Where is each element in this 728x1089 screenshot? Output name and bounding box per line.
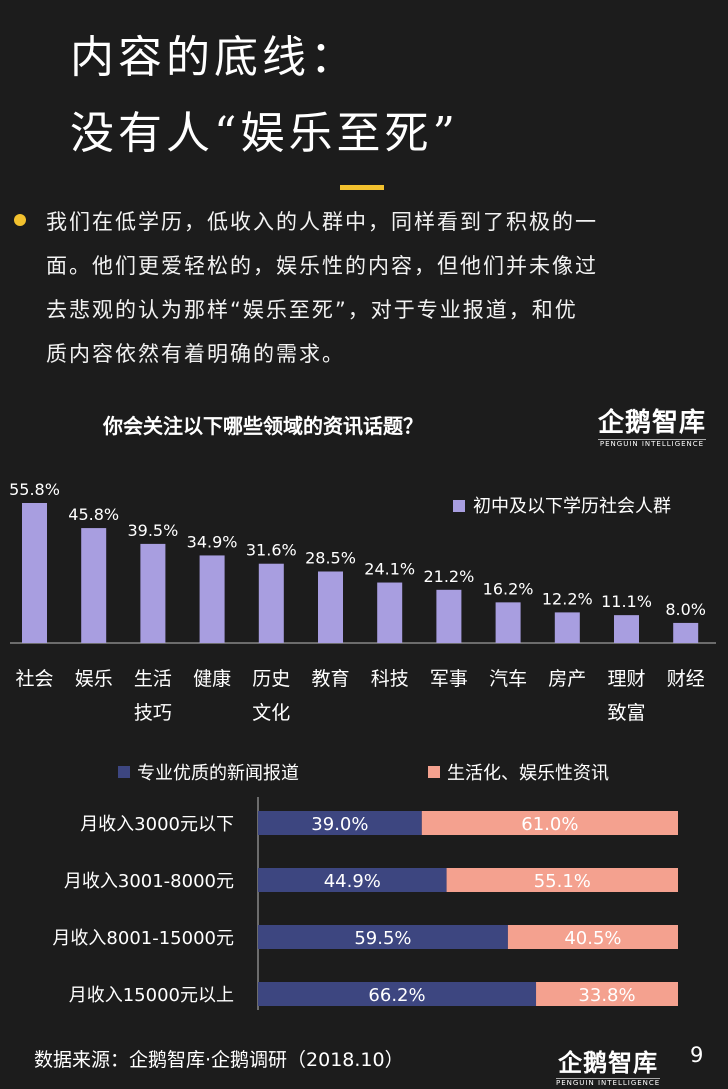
- bar-segment: [258, 925, 508, 949]
- bar-segment: [536, 982, 678, 1006]
- category-label: 财经: [667, 668, 705, 690]
- bar-segment: [507, 925, 678, 949]
- data-source: 数据来源：企鹅智库·企鹅调研（2018.10）: [34, 1049, 404, 1071]
- bar-value-label: 8.0%: [665, 600, 706, 619]
- body-line: 质内容依然有着明确的需求。: [46, 342, 345, 366]
- category-label: 科技: [371, 668, 409, 690]
- category-label: 教育: [311, 668, 349, 690]
- legend-swatch: [428, 766, 440, 778]
- bar: [81, 528, 107, 643]
- legend-label: 生活化、娱乐性资讯: [447, 763, 609, 784]
- body-line: 去悲观的认为那样“娱乐至死”，对于专业报道，和优: [46, 298, 578, 322]
- bar-value-label: 34.9%: [187, 532, 238, 551]
- chart-title: 你会关注以下哪些领域的资讯话题？: [103, 414, 423, 438]
- bar-value-label: 39.0%: [311, 814, 368, 835]
- body-paragraph: 我们在低学历，低收入的人群中，同样看到了积极的一 面。他们更爱轻松的，娱乐性的内…: [46, 200, 716, 376]
- title-underline: [340, 185, 384, 190]
- bar: [673, 622, 699, 643]
- category-label: 军事: [430, 668, 468, 690]
- bar: [436, 589, 462, 643]
- category-label: 致富: [607, 702, 645, 724]
- page-number: 9: [690, 1043, 704, 1067]
- logo-name: 企鹅智库: [598, 408, 707, 438]
- bar: [377, 582, 403, 643]
- bar-value-label: 44.9%: [324, 871, 381, 892]
- category-label: 月收入15000元以上: [69, 985, 234, 1006]
- body-line: 面。他们更爱轻松的，娱乐性的内容，但他们并未像过: [46, 254, 598, 278]
- bar-segment: [258, 868, 447, 892]
- bullet-dot-icon: [14, 214, 26, 226]
- bar-value-label: 55.1%: [534, 871, 591, 892]
- category-label: 月收入3000元以下: [80, 814, 234, 835]
- legend-swatch: [453, 500, 465, 512]
- category-label: 历史: [252, 668, 290, 690]
- bar-value-label: 11.1%: [601, 592, 652, 611]
- category-label: 理财: [607, 668, 645, 690]
- category-label: 健康: [193, 668, 231, 690]
- logo-subtitle: PENGUIN INTELLIGENCE: [598, 439, 707, 448]
- bar-segment: [421, 811, 678, 835]
- category-label: 文化: [252, 702, 290, 724]
- bar-value-label: 66.2%: [368, 985, 425, 1006]
- logo-subtitle: PENGUIN INTELLIGENCE: [556, 1078, 661, 1087]
- bar: [199, 555, 225, 643]
- bar: [258, 563, 284, 643]
- logo-name: 企鹅智库: [558, 1049, 659, 1077]
- category-label: 月收入3001-8000元: [64, 871, 234, 892]
- bar-value-label: 16.2%: [483, 579, 534, 598]
- penguin-intelligence-logo-footer: 企鹅智库 PENGUIN INTELLIGENCE: [556, 1043, 661, 1087]
- bar-value-label: 39.5%: [127, 521, 178, 540]
- category-label: 房产: [548, 668, 586, 690]
- bar-value-label: 55.8%: [9, 480, 60, 499]
- bar-value-label: 40.5%: [564, 928, 621, 949]
- category-label: 娱乐: [75, 668, 113, 690]
- bar-value-label: 12.2%: [542, 589, 593, 608]
- bar-value-label: 31.6%: [246, 541, 297, 560]
- bar-value-label: 61.0%: [521, 814, 578, 835]
- bar-value-label: 59.5%: [354, 928, 411, 949]
- bar-segment: [258, 982, 537, 1006]
- bar: [318, 571, 343, 643]
- bar-value-label: 45.8%: [68, 505, 119, 524]
- bar-value-label: 24.1%: [364, 560, 415, 579]
- category-label: 社会: [15, 668, 53, 690]
- bar: [614, 615, 639, 643]
- penguin-intelligence-logo: 企鹅智库 PENGUIN INTELLIGENCE: [598, 402, 707, 448]
- bar-value-label: 28.5%: [305, 548, 356, 567]
- page-title-line1: 内容的底线：: [70, 32, 358, 83]
- category-label: 生活: [134, 668, 172, 690]
- bar: [22, 503, 47, 643]
- legend-swatch: [118, 766, 130, 778]
- bar: [495, 602, 521, 643]
- legend-label: 专业优质的新闻报道: [137, 763, 299, 784]
- bar-segment: [446, 868, 678, 892]
- category-label: 月收入8001-15000元: [52, 928, 234, 949]
- bar-value-label: 33.8%: [578, 985, 635, 1006]
- bar-segment: [258, 811, 422, 835]
- bar-value-label: 21.2%: [423, 567, 474, 586]
- bar: [140, 543, 166, 643]
- page-title-line2: 没有人“娱乐至死”: [70, 108, 459, 159]
- bar: [554, 612, 580, 643]
- category-label: 技巧: [134, 702, 172, 724]
- category-label: 汽车: [489, 668, 527, 690]
- legend-label: 初中及以下学历社会人群: [473, 496, 671, 517]
- body-line: 我们在低学历，低收入的人群中，同样看到了积极的一: [46, 210, 598, 234]
